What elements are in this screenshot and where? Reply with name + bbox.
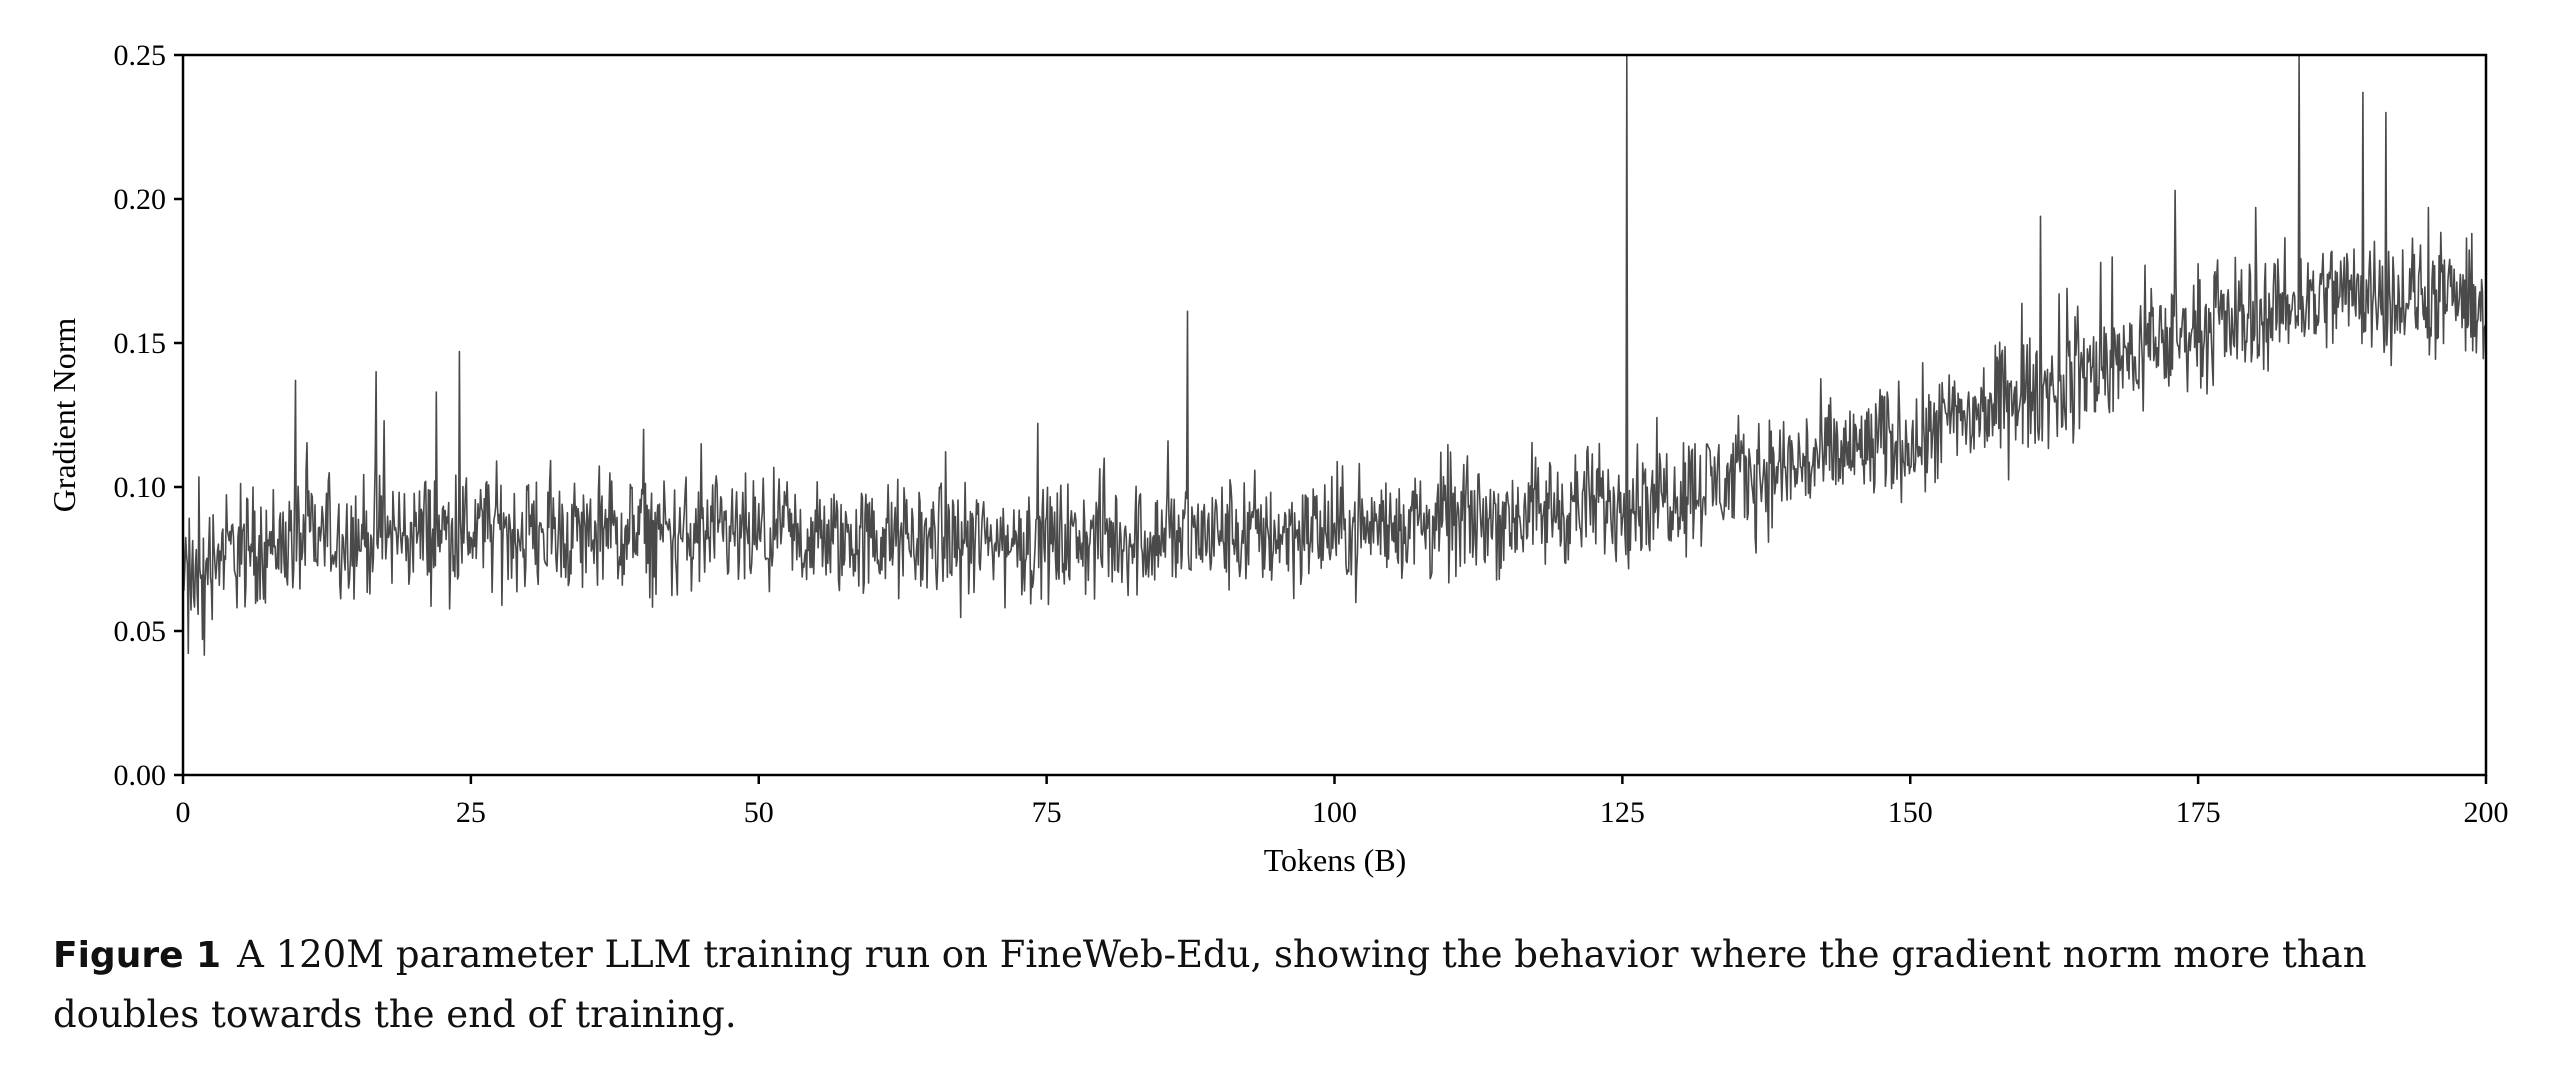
y-tick-label: 0.05 (114, 615, 167, 648)
x-axis-label: Tokens (B) (1264, 842, 1407, 878)
gradient-norm-chart: 0 25 50 75 100 125 150 175 200 0.000.050.100.150… (46, 39, 2509, 878)
y-tick-label: 0.15 (114, 327, 167, 360)
x-tick-label: 100 (1312, 796, 1357, 829)
figure-caption-text: A 120M parameter LLM training run on Fin… (53, 933, 2367, 1036)
x-tick-label: 25 (456, 796, 486, 829)
figure-caption-label: Figure 1 (53, 935, 222, 976)
series-layer (182, 54, 2487, 656)
x-tick-label: 75 (1032, 796, 1062, 829)
gradient-norm-line (182, 54, 2487, 656)
x-tick-label: 125 (1600, 796, 1645, 829)
y-axis: 0.00 0.05 0.10 0.15 0.20 0.25 (114, 39, 183, 792)
y-tick-label: 0.10 (114, 471, 167, 504)
y-tick-label: 0.00 (114, 759, 167, 792)
x-tick-label: 50 (744, 796, 774, 829)
y-tick-label: 0.20 (114, 183, 167, 216)
x-tick-label: 150 (1888, 796, 1933, 829)
x-tick-label: 200 (2464, 796, 2509, 829)
x-tick-label: 0 (176, 796, 191, 829)
y-axis-label: Gradient Norm (46, 318, 82, 513)
y-tick-label: 0.25 (114, 39, 167, 72)
x-tick-label: 175 (2176, 796, 2221, 829)
x-axis: 0 25 50 75 100 125 150 175 200 (176, 775, 2509, 829)
plot-frame (181, 53, 2488, 777)
